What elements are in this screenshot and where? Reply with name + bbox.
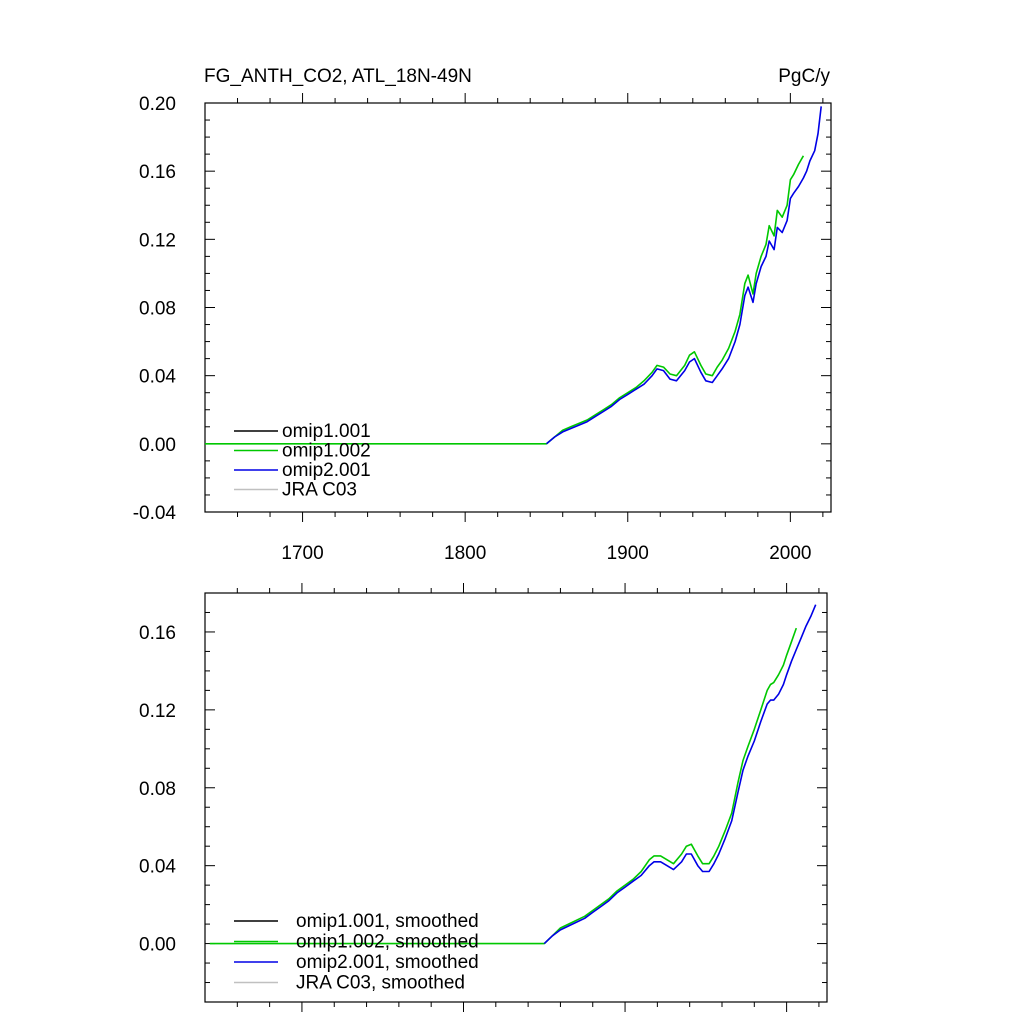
y-tick-label: 0.00 [139, 435, 176, 456]
legend-label: omip2.001, smoothed [296, 952, 479, 973]
y-tick-label: 0.20 [139, 94, 176, 115]
legend-label: omip1.002 [282, 441, 371, 462]
legend-label: JRA C03, smoothed [296, 973, 465, 994]
legend-label: JRA C03 [282, 480, 357, 501]
x-tick-label: 2000 [769, 543, 811, 564]
legend-label: omip1.001, smoothed [296, 911, 479, 932]
x-tick-label: 1900 [607, 543, 649, 564]
y-tick-label: 0.08 [139, 299, 176, 320]
series-line [543, 604, 817, 945]
y-tick-label: 0.12 [139, 701, 176, 722]
top-chart-units: PgC/y [778, 66, 830, 87]
legend-label: omip1.002, smoothed [296, 932, 479, 953]
y-tick-label: 0.04 [139, 367, 176, 388]
series-line [205, 155, 805, 445]
bottom-plot-frame [204, 592, 828, 1003]
legend-label: omip2.001 [282, 460, 371, 481]
bottom-panel: 0.00 0.04 0.08 0.12 0.16 omip1.001, smoothed… [139, 583, 828, 1012]
y-tick-label: 0.16 [139, 623, 176, 644]
legend-label: omip1.001 [282, 421, 371, 442]
top-chart-title: FG_ANTH_CO2, ATL_18N-49N [204, 66, 472, 87]
y-tick-label: -0.04 [133, 503, 177, 524]
x-tick-label: 1800 [444, 543, 486, 564]
y-tick-label: 0.16 [139, 162, 176, 183]
series-line [545, 106, 822, 445]
y-tick-label: 0.00 [139, 935, 176, 956]
y-tick-label: 0.08 [139, 779, 176, 800]
top-panel: FG_ANTH_CO2, ATL_18N-49N PgC/y -0.04 0.00… [133, 66, 832, 564]
y-tick-label: 0.04 [139, 857, 176, 878]
series-line [209, 627, 798, 945]
y-tick-label: 0.12 [139, 230, 176, 251]
x-tick-label: 1700 [281, 543, 323, 564]
